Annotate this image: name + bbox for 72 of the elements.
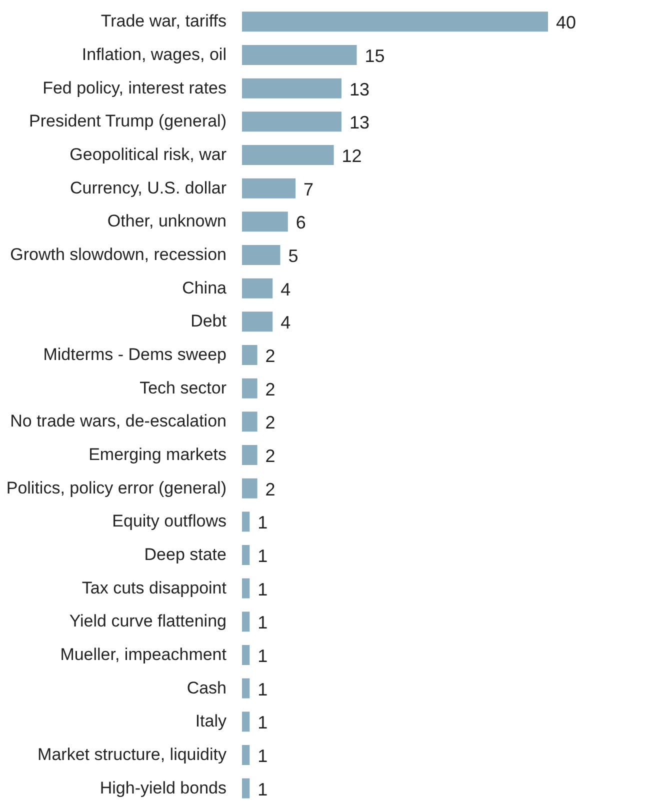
y-tick-label: Yield curve flattening <box>69 612 226 631</box>
data-label: 2 <box>265 446 276 466</box>
y-tick-label: Growth slowdown, recession <box>10 245 226 264</box>
data-label: 13 <box>349 112 370 133</box>
data-label: 1 <box>258 746 268 766</box>
bar <box>242 345 258 365</box>
data-label: 1 <box>258 546 268 566</box>
bar <box>242 745 250 765</box>
bar <box>242 378 258 398</box>
data-label: 13 <box>349 79 370 100</box>
data-label: 2 <box>265 412 276 433</box>
bar <box>242 412 258 432</box>
data-label: 1 <box>258 679 268 700</box>
bar <box>242 278 273 298</box>
bar <box>242 545 250 565</box>
data-label: 15 <box>364 46 385 66</box>
y-tick-label: Tax cuts disappoint <box>82 578 227 598</box>
y-tick-label: High-yield bonds <box>100 778 226 798</box>
bar <box>242 212 288 232</box>
y-tick-label: Other, unknown <box>107 212 226 231</box>
data-label: 4 <box>280 279 291 300</box>
bar <box>242 78 342 98</box>
bar <box>242 312 273 332</box>
data-label: 12 <box>342 146 362 166</box>
data-label: 1 <box>258 512 268 533</box>
y-tick-label: Trade war, tariffs <box>100 12 226 31</box>
y-tick-label: Geopolitical risk, war <box>70 145 227 164</box>
y-tick-label: Debt <box>190 312 227 331</box>
data-label: 1 <box>258 646 268 666</box>
data-label: 7 <box>304 179 314 200</box>
bar <box>242 12 548 32</box>
bar <box>242 512 250 532</box>
bar <box>242 445 258 465</box>
y-tick-label: Emerging markets <box>88 445 226 464</box>
y-tick-label: Market structure, liquidity <box>38 745 227 764</box>
data-label: 1 <box>258 712 268 733</box>
bar <box>242 612 250 632</box>
y-tick-label: Politics, policy error (general) <box>6 478 226 498</box>
y-tick-label: No trade wars, de-escalation <box>10 412 226 431</box>
data-label: 6 <box>296 212 306 233</box>
y-tick-label: Inflation, wages, oil <box>82 45 226 64</box>
data-label: 2 <box>265 346 276 366</box>
data-label: 1 <box>258 579 268 600</box>
bar <box>242 45 357 65</box>
y-tick-label: Equity outflows <box>112 512 226 531</box>
bar <box>242 645 250 665</box>
y-tick-label: Mueller, impeachment <box>60 645 227 664</box>
bar <box>242 778 250 798</box>
y-tick-label: Fed policy, interest rates <box>42 78 226 98</box>
bar <box>242 178 296 198</box>
bar <box>242 145 334 165</box>
data-label: 1 <box>258 779 268 800</box>
data-label: 2 <box>265 379 276 400</box>
bar <box>242 112 342 132</box>
bar <box>242 678 250 698</box>
data-label: 5 <box>288 246 298 266</box>
data-label: 4 <box>280 312 291 333</box>
y-tick-label: Midterms - Dems sweep <box>43 345 226 364</box>
y-tick-label: China <box>182 278 228 298</box>
bar <box>242 245 280 265</box>
data-label: 40 <box>556 12 576 33</box>
y-tick-label: Italy <box>195 712 227 731</box>
y-tick-label: Cash <box>186 678 226 698</box>
bar <box>242 712 250 732</box>
y-tick-label: Currency, U.S. dollar <box>70 178 227 198</box>
bar <box>242 478 258 498</box>
data-label: 1 <box>258 612 268 633</box>
data-label: 2 <box>265 479 276 500</box>
y-tick-label: Deep state <box>144 545 226 564</box>
y-tick-label: President Trump (general) <box>29 112 226 131</box>
y-tick-label: Tech sector <box>140 378 227 398</box>
bar <box>242 578 250 598</box>
